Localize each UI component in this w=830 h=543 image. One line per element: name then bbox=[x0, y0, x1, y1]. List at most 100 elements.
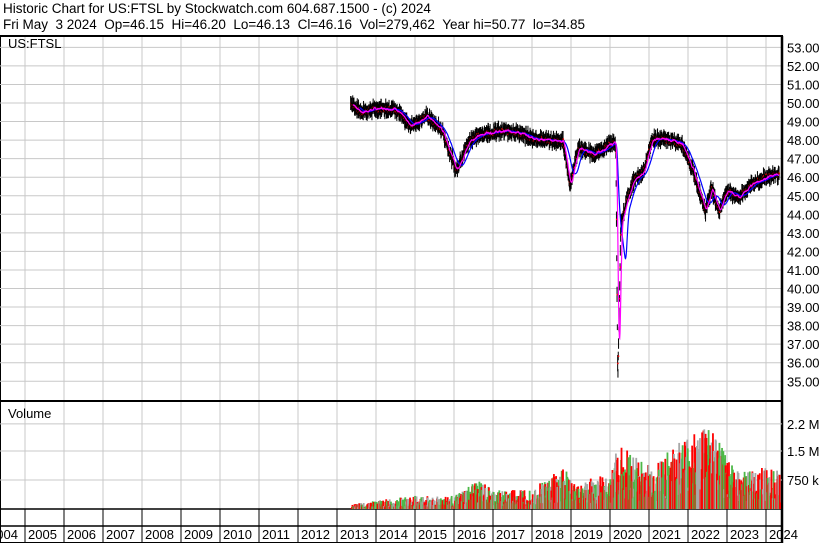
volume-bar bbox=[462, 492, 465, 509]
close-mark bbox=[765, 173, 767, 176]
volume-bar bbox=[368, 503, 371, 509]
close-mark bbox=[617, 362, 619, 365]
close-mark bbox=[620, 234, 622, 236]
volume-bar bbox=[773, 482, 776, 509]
volume-bar bbox=[467, 486, 470, 509]
price-tick-label: 47.00 bbox=[787, 152, 820, 167]
price-tick-label: 50.00 bbox=[787, 96, 820, 111]
close-mark bbox=[501, 128, 503, 130]
volume-bar bbox=[686, 448, 689, 509]
volume-bar bbox=[764, 468, 767, 509]
volume-bar bbox=[484, 488, 487, 509]
close-mark bbox=[562, 138, 565, 140]
volume-bar bbox=[396, 500, 398, 509]
close-mark bbox=[762, 175, 765, 177]
price-tick-label: 43.00 bbox=[787, 226, 820, 241]
year-label: 2013 bbox=[340, 527, 369, 542]
year-label: 2010 bbox=[223, 527, 252, 542]
volume-bar bbox=[652, 476, 655, 509]
close-mark bbox=[617, 355, 620, 357]
volume-bar bbox=[511, 490, 514, 509]
close-mark bbox=[719, 211, 721, 213]
volume-bar bbox=[650, 471, 653, 509]
year-label: 2021 bbox=[652, 527, 681, 542]
volume-bar bbox=[450, 495, 453, 509]
year-label: 2011 bbox=[262, 527, 290, 542]
year-label: 2005 bbox=[28, 527, 57, 542]
close-mark bbox=[616, 293, 619, 296]
close-mark bbox=[619, 266, 622, 269]
volume-bar bbox=[716, 450, 719, 509]
close-mark bbox=[615, 218, 618, 221]
volume-title: Volume bbox=[8, 406, 51, 421]
short-moving-average bbox=[352, 104, 780, 341]
price-tick-label: 35.00 bbox=[787, 374, 820, 389]
price-tick-label: 53.00 bbox=[787, 40, 820, 55]
volume-bar bbox=[595, 484, 597, 509]
price-tick-label: 42.00 bbox=[787, 244, 820, 259]
volume-bar bbox=[387, 500, 390, 509]
close-mark bbox=[507, 133, 509, 136]
volume-bar bbox=[743, 471, 746, 509]
volume-bar bbox=[352, 506, 355, 509]
price-tick-label: 37.00 bbox=[787, 337, 820, 352]
year-label: 2023 bbox=[730, 527, 759, 542]
price-tick-label: 48.00 bbox=[787, 133, 820, 148]
volume-bar bbox=[659, 461, 662, 509]
close-mark bbox=[572, 173, 574, 176]
volume-bar bbox=[722, 458, 725, 509]
year-label: 2024 bbox=[769, 527, 798, 542]
price-tick-label: 51.00 bbox=[787, 77, 820, 92]
volume-bar bbox=[412, 496, 415, 509]
year-label: 2019 bbox=[574, 527, 603, 542]
volume-bar bbox=[761, 467, 763, 509]
price-tick-label: 46.00 bbox=[787, 170, 820, 185]
close-mark bbox=[647, 155, 649, 157]
volume-bar bbox=[570, 483, 573, 509]
volume-tick-label: 750 k bbox=[787, 473, 819, 488]
volume-bar bbox=[382, 500, 385, 509]
year-label: 2022 bbox=[691, 527, 720, 542]
year-label: 2020 bbox=[613, 527, 642, 542]
year-label: 2014 bbox=[379, 527, 408, 542]
price-tick-label: 52.00 bbox=[787, 59, 820, 74]
volume-bar bbox=[699, 438, 701, 509]
volume-bar bbox=[425, 500, 427, 509]
volume-bar bbox=[691, 445, 694, 509]
price-tick-label: 40.00 bbox=[787, 282, 820, 297]
volume-bar bbox=[441, 500, 444, 509]
volume-bar bbox=[539, 483, 541, 509]
volume-bar bbox=[629, 454, 632, 509]
year-label: 2008 bbox=[145, 527, 174, 542]
symbol-label: US:FTSL bbox=[8, 36, 61, 51]
year-label: 2018 bbox=[535, 527, 564, 542]
price-tick-label: 36.00 bbox=[787, 356, 820, 371]
year-label: 2007 bbox=[106, 527, 135, 542]
close-mark bbox=[778, 172, 781, 175]
quote-line: Fri May 3 2024 Op=46.15 Hi=46.20 Lo=46.1… bbox=[3, 17, 586, 32]
year-label: 2004 bbox=[0, 527, 18, 542]
chart-title: Historic Chart for US:FTSL by Stockwatch… bbox=[3, 1, 431, 16]
price-tick-label: 38.00 bbox=[787, 319, 820, 334]
year-label: 2012 bbox=[301, 527, 330, 542]
price-tick-label: 44.00 bbox=[787, 207, 820, 222]
volume-bar bbox=[664, 458, 667, 509]
year-label: 2017 bbox=[496, 527, 525, 542]
price-tick-label: 45.00 bbox=[787, 189, 820, 204]
year-label: 2006 bbox=[67, 527, 96, 542]
volume-bar bbox=[528, 490, 531, 509]
year-label: 2009 bbox=[184, 527, 213, 542]
close-mark bbox=[618, 297, 621, 300]
volume-tick-label: 2.2 M bbox=[787, 417, 820, 432]
volume-bar bbox=[524, 499, 527, 509]
volume-bar bbox=[401, 500, 404, 509]
volume-bar bbox=[541, 484, 544, 509]
price-tick-label: 41.00 bbox=[787, 263, 820, 278]
volume-bar bbox=[534, 498, 537, 509]
price-tick-label: 49.00 bbox=[787, 115, 820, 130]
volume-bar bbox=[362, 503, 365, 509]
volume-bar bbox=[476, 489, 479, 509]
volume-bar bbox=[779, 502, 782, 509]
